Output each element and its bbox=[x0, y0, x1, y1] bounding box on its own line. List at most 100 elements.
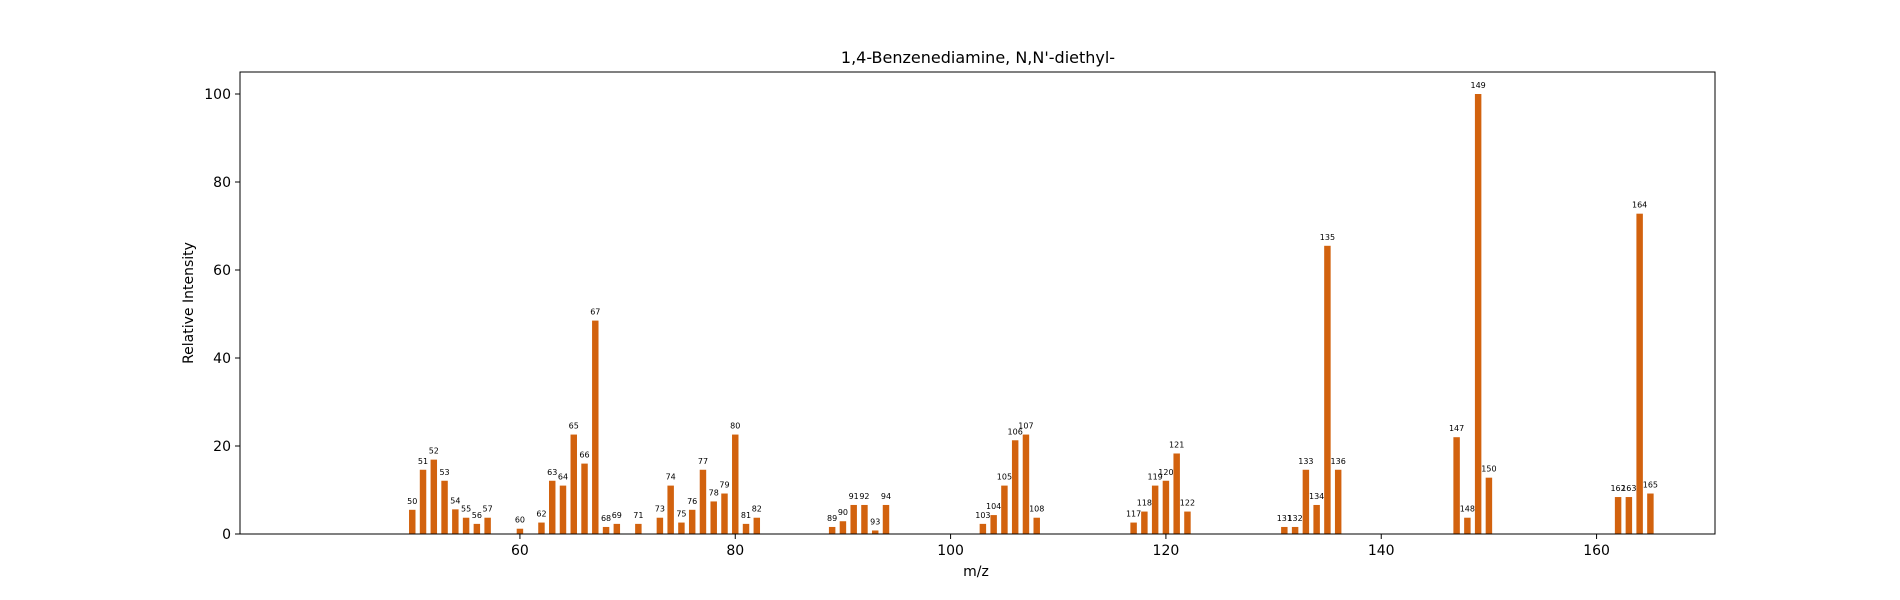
bar-mz-82 bbox=[753, 517, 761, 534]
bar-label-mz-71: 71 bbox=[633, 511, 643, 520]
bar-mz-64 bbox=[559, 485, 567, 534]
x-tick-label: 60 bbox=[511, 543, 529, 559]
bar-label-mz-51: 51 bbox=[418, 457, 428, 466]
bar-mz-106 bbox=[1011, 440, 1019, 534]
y-tick-label: 80 bbox=[213, 175, 231, 191]
bar-label-mz-52: 52 bbox=[429, 447, 439, 456]
y-tick-label: 0 bbox=[222, 527, 231, 543]
bar-label-mz-94: 94 bbox=[881, 492, 891, 501]
bar-label-mz-55: 55 bbox=[461, 505, 471, 514]
bar-mz-73 bbox=[656, 517, 664, 534]
bar-label-mz-82: 82 bbox=[752, 505, 762, 514]
bar-mz-134 bbox=[1313, 504, 1320, 534]
bar-mz-104 bbox=[990, 515, 997, 534]
bar-label-mz-104: 104 bbox=[986, 502, 1001, 511]
bar-label-mz-77: 77 bbox=[698, 457, 708, 466]
bar-mz-68 bbox=[602, 526, 610, 534]
bar-label-mz-81: 81 bbox=[741, 511, 751, 520]
bar-mz-81 bbox=[742, 523, 750, 534]
bar-label-mz-121: 121 bbox=[1169, 440, 1184, 449]
bar-label-mz-76: 76 bbox=[687, 497, 697, 506]
bar-mz-107 bbox=[1022, 434, 1030, 534]
bar-mz-136 bbox=[1334, 469, 1342, 534]
bar-mz-108 bbox=[1033, 517, 1040, 534]
x-tick-label: 120 bbox=[1153, 543, 1180, 559]
bar-label-mz-93: 93 bbox=[870, 517, 880, 526]
y-axis-label: Relative Intensity bbox=[181, 242, 197, 364]
bar-label-mz-135: 135 bbox=[1320, 233, 1335, 242]
bar-mz-131 bbox=[1281, 526, 1288, 534]
plot-frame bbox=[239, 71, 1716, 535]
bar-mz-163 bbox=[1625, 497, 1633, 534]
bar-mz-117 bbox=[1130, 522, 1137, 534]
bar-mz-63 bbox=[549, 480, 556, 534]
bar-label-mz-132: 132 bbox=[1287, 514, 1302, 523]
bar-label-mz-162: 162 bbox=[1610, 484, 1625, 493]
bar-mz-67 bbox=[592, 320, 599, 534]
y-tick-label: 60 bbox=[213, 263, 231, 279]
bar-mz-53 bbox=[441, 480, 448, 534]
bar-label-mz-56: 56 bbox=[472, 511, 482, 520]
bar-mz-150 bbox=[1485, 477, 1493, 534]
bar-label-mz-147: 147 bbox=[1449, 424, 1464, 433]
bar-mz-118 bbox=[1141, 511, 1148, 534]
bar-label-mz-134: 134 bbox=[1309, 492, 1324, 501]
bar-label-mz-164: 164 bbox=[1632, 201, 1647, 210]
bar-label-mz-122: 122 bbox=[1180, 499, 1195, 508]
bar-mz-149 bbox=[1474, 94, 1482, 534]
bar-label-mz-91: 91 bbox=[849, 492, 859, 501]
bar-label-mz-74: 74 bbox=[666, 473, 676, 482]
bar-mz-133 bbox=[1302, 469, 1310, 534]
bar-mz-120 bbox=[1162, 480, 1170, 534]
bar-mz-55 bbox=[462, 517, 470, 534]
bar-mz-105 bbox=[1001, 485, 1008, 534]
bar-label-mz-105: 105 bbox=[997, 473, 1012, 482]
bar-mz-50 bbox=[409, 509, 416, 534]
bar-label-mz-107: 107 bbox=[1018, 422, 1033, 431]
bar-label-mz-78: 78 bbox=[709, 488, 719, 497]
bar-label-mz-67: 67 bbox=[590, 308, 600, 317]
x-axis-ticks: 60 80 100 120 140 160 bbox=[511, 534, 1610, 559]
x-axis-label: m/z bbox=[963, 564, 989, 580]
chart-title: 1,4-Benzenediamine, N,N'-diethyl- bbox=[841, 48, 1115, 67]
bar-label-mz-148: 148 bbox=[1460, 505, 1475, 514]
bar-mz-77 bbox=[699, 469, 707, 534]
bar-mz-66 bbox=[581, 463, 588, 534]
bar-mz-122 bbox=[1184, 511, 1191, 534]
bar-label-mz-106: 106 bbox=[1008, 427, 1023, 436]
y-tick-label: 40 bbox=[213, 351, 231, 367]
bar-label-mz-79: 79 bbox=[719, 481, 729, 490]
bar-mz-56 bbox=[473, 523, 481, 534]
bar-label-mz-73: 73 bbox=[655, 505, 665, 514]
bar-mz-164 bbox=[1636, 213, 1643, 534]
bar-mz-76 bbox=[688, 509, 696, 534]
bar-label-mz-103: 103 bbox=[975, 511, 990, 520]
bar-mz-54 bbox=[452, 509, 459, 534]
bar-mz-93 bbox=[871, 530, 879, 534]
bar-label-mz-80: 80 bbox=[730, 422, 740, 431]
bar-mz-92 bbox=[861, 504, 868, 534]
bar-mz-89 bbox=[828, 526, 836, 534]
bar-label-mz-57: 57 bbox=[483, 505, 493, 514]
x-tick-label: 100 bbox=[937, 543, 964, 559]
bar-label-mz-75: 75 bbox=[676, 510, 686, 519]
bar-mz-51 bbox=[419, 469, 427, 534]
bar-label-mz-163: 163 bbox=[1621, 484, 1636, 493]
bar-label-mz-117: 117 bbox=[1126, 510, 1141, 519]
bar-label-mz-65: 65 bbox=[569, 422, 579, 431]
bar-label-mz-108: 108 bbox=[1029, 505, 1044, 514]
bar-mz-132 bbox=[1291, 526, 1299, 534]
bar-mz-119 bbox=[1151, 485, 1159, 534]
bar-mz-71 bbox=[635, 523, 642, 534]
bar-label-mz-120: 120 bbox=[1158, 468, 1173, 477]
bar-mz-60 bbox=[516, 528, 524, 534]
bar-label-mz-136: 136 bbox=[1331, 457, 1346, 466]
bar-mz-62 bbox=[538, 522, 545, 534]
bar-mz-148 bbox=[1464, 517, 1471, 534]
bar-label-mz-64: 64 bbox=[558, 473, 568, 482]
y-tick-label: 20 bbox=[213, 439, 231, 455]
bar-mz-75 bbox=[678, 522, 685, 534]
bar-label-mz-133: 133 bbox=[1298, 457, 1313, 466]
bar-mz-121 bbox=[1173, 453, 1180, 534]
